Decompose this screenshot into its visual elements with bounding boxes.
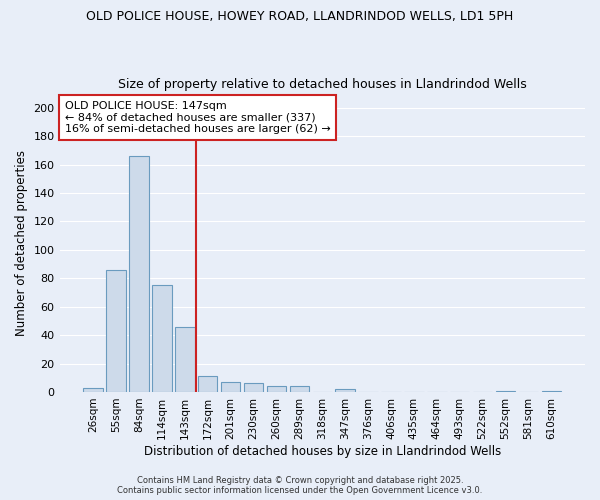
Text: OLD POLICE HOUSE, HOWEY ROAD, LLANDRINDOD WELLS, LD1 5PH: OLD POLICE HOUSE, HOWEY ROAD, LLANDRINDO… [86, 10, 514, 23]
Bar [335, 389, 355, 392]
Bar [152, 286, 172, 392]
Bar [244, 384, 263, 392]
X-axis label: Distribution of detached houses by size in Llandrindod Wells: Distribution of detached houses by size … [143, 444, 501, 458]
Y-axis label: Number of detached properties: Number of detached properties [15, 150, 28, 336]
Bar [221, 382, 241, 392]
Bar [542, 390, 561, 392]
Bar [496, 390, 515, 392]
Bar [175, 326, 194, 392]
Bar [267, 386, 286, 392]
Title: Size of property relative to detached houses in Llandrindod Wells: Size of property relative to detached ho… [118, 78, 527, 91]
Bar [106, 270, 126, 392]
Text: Contains HM Land Registry data © Crown copyright and database right 2025.
Contai: Contains HM Land Registry data © Crown c… [118, 476, 482, 495]
Bar [290, 386, 309, 392]
Bar [129, 156, 149, 392]
Text: OLD POLICE HOUSE: 147sqm
← 84% of detached houses are smaller (337)
16% of semi-: OLD POLICE HOUSE: 147sqm ← 84% of detach… [65, 101, 331, 134]
Bar [83, 388, 103, 392]
Bar [198, 376, 217, 392]
